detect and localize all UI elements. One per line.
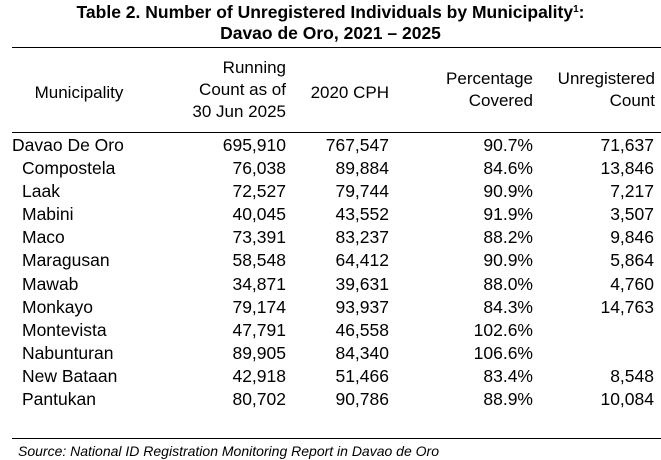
cell-running-count: 42,918: [232, 365, 286, 386]
cell-unregistered-count: 71,637: [600, 135, 654, 155]
cell-percentage-covered: 102.6%: [473, 319, 533, 340]
table-row: Montevista 47,791 46,558 102.6%: [0, 318, 661, 341]
cell-percentage-covered: 106.6%: [473, 342, 533, 363]
table-bottom-rule: [12, 438, 661, 439]
header-municipality: Municipality: [14, 82, 144, 104]
cell-municipality: Maco: [22, 227, 65, 248]
cell-unregistered-count: 13,846: [600, 158, 654, 179]
cell-municipality: Monkayo: [22, 296, 94, 317]
cell-municipality: Nabunturan: [22, 342, 114, 363]
cell-running-count: 89,905: [232, 342, 286, 363]
header-municipality-text: Municipality: [34, 83, 124, 102]
table-row: Monkayo 79,174 93,937 84.3% 14,763: [0, 295, 661, 318]
cell-municipality: Mawab: [22, 273, 79, 294]
table-title-line-2: Davao de Oro, 2021 – 2025: [220, 23, 441, 43]
cell-2020-cph: 43,552: [335, 204, 389, 225]
table-row: Maragusan 58,548 64,412 90.9% 5,864: [0, 248, 661, 271]
table-row: Compostela 76,038 89,884 84.6% 13,846: [0, 156, 661, 179]
cell-municipality: Montevista: [22, 319, 107, 340]
cell-running-count: 40,045: [232, 204, 286, 225]
cell-running-count: 79,174: [232, 296, 286, 317]
title-footnote-marker: 1: [573, 4, 579, 15]
cell-percentage-covered: 88.2%: [483, 227, 533, 248]
table-title: Table 2. Number of Unregistered Individu…: [0, 2, 661, 44]
cell-municipality: Pantukan: [22, 389, 96, 410]
cell-unregistered-count: 5,864: [610, 250, 654, 271]
cell-running-count: 695,910: [222, 135, 286, 155]
cell-2020-cph: 767,547: [325, 135, 389, 155]
cell-percentage-covered: 84.6%: [483, 158, 533, 179]
cell-municipality: Mabini: [22, 204, 74, 225]
cell-running-count: 73,391: [232, 227, 286, 248]
cell-municipality: Laak: [22, 181, 60, 202]
cell-unregistered-count: 4,760: [610, 273, 654, 294]
cell-running-count: 72,527: [232, 181, 286, 202]
title-text: Table 2. Number of Unregistered Individu…: [76, 2, 574, 22]
header-cph-text: 2020 CPH: [310, 83, 389, 102]
cell-running-count: 47,791: [232, 319, 286, 340]
cell-unregistered-count: 7,217: [610, 181, 654, 202]
cell-unregistered-count: 10,084: [600, 389, 654, 410]
cell-2020-cph: 83,237: [335, 227, 389, 248]
table-row: New Bataan 42,918 51,466 83.4% 8,548: [0, 364, 661, 387]
cell-2020-cph: 64,412: [335, 250, 389, 271]
cell-percentage-covered: 90.9%: [483, 250, 533, 271]
cell-percentage-covered: 88.9%: [483, 389, 533, 410]
table-row: Mawab 34,871 39,631 88.0% 4,760: [0, 272, 661, 295]
header-running-line-3: 30 Jun 2025: [192, 102, 286, 121]
cell-2020-cph: 89,884: [335, 158, 389, 179]
cell-running-count: 58,548: [232, 250, 286, 271]
cell-2020-cph: 79,744: [335, 181, 389, 202]
cell-municipality: Maragusan: [22, 250, 110, 271]
cell-percentage-covered: 90.7%: [483, 135, 533, 155]
cell-running-count: 34,871: [232, 273, 286, 294]
cell-municipality: New Bataan: [22, 365, 118, 386]
cell-percentage-covered: 90.9%: [483, 181, 533, 202]
cell-unregistered-count: 8,548: [610, 365, 654, 386]
cell-2020-cph: 51,466: [335, 365, 389, 386]
cell-2020-cph: 84,340: [335, 342, 389, 363]
header-unreg-line-2: Count: [609, 91, 655, 110]
header-unregistered-count: Unregistered Count: [530, 68, 655, 112]
cell-municipality: Compostela: [22, 158, 116, 179]
header-percentage-covered: Percentage Covered: [405, 68, 533, 112]
cell-percentage-covered: 83.4%: [483, 365, 533, 386]
cell-2020-cph: 90,786: [335, 389, 389, 410]
table-title-line-1: Table 2. Number of Unregistered Individu…: [0, 2, 661, 23]
cell-2020-cph: 39,631: [335, 273, 389, 294]
cell-unregistered-count: 14,763: [600, 296, 654, 317]
cell-unregistered-count: 9,846: [610, 227, 654, 248]
header-pct-line-1: Percentage: [446, 69, 533, 88]
cell-municipality: Davao De Oro: [12, 135, 124, 155]
header-2020-cph: 2020 CPH: [300, 82, 389, 104]
cell-running-count: 76,038: [232, 158, 286, 179]
header-unreg-line-1: Unregistered: [557, 69, 655, 88]
table-row-total: Davao De Oro 695,910 767,547 90.7% 71,637: [0, 133, 661, 156]
table-row: Pantukan 80,702 90,786 88.9% 10,084: [0, 387, 661, 410]
cell-unregistered-count: 3,507: [610, 204, 654, 225]
header-running-line-1: Running: [222, 58, 286, 77]
header-running-line-2: Count as of: [199, 80, 286, 99]
title-colon: :: [578, 2, 585, 22]
cell-2020-cph: 93,937: [335, 296, 389, 317]
cell-running-count: 80,702: [232, 389, 286, 410]
table-row: Nabunturan 89,905 84,340 106.6%: [0, 341, 661, 364]
source-note: Source: National ID Registration Monitor…: [18, 443, 439, 459]
table-row: Mabini 40,045 43,552 91.9% 3,507: [0, 202, 661, 225]
header-bottom-rule: [12, 132, 661, 133]
cell-2020-cph: 46,558: [335, 319, 389, 340]
cell-percentage-covered: 84.3%: [483, 296, 533, 317]
table-row: Laak 72,527 79,744 90.9% 7,217: [0, 179, 661, 202]
header-pct-line-2: Covered: [468, 91, 533, 110]
table-row: Maco 73,391 83,237 88.2% 9,846: [0, 225, 661, 248]
table-top-rule: [12, 47, 661, 48]
table-body: Davao De Oro 695,910 767,547 90.7% 71,637 Com…: [0, 133, 661, 410]
cell-percentage-covered: 88.0%: [483, 273, 533, 294]
cell-percentage-covered: 91.9%: [483, 204, 533, 225]
header-running-count: Running Count as of 30 Jun 2025: [150, 57, 286, 123]
